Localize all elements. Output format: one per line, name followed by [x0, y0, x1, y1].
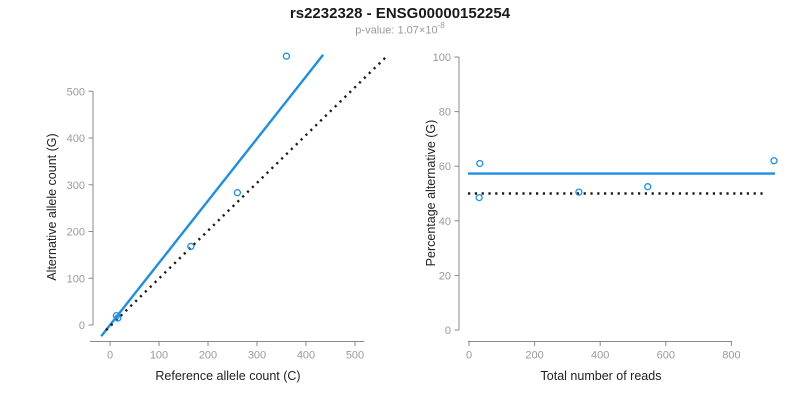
y-tick-label: 40: [439, 216, 451, 228]
x-tick-label: 400: [591, 350, 609, 362]
left-yaxis-title: Alternative allele count (G): [45, 133, 59, 281]
identity-line: [105, 55, 388, 332]
y-tick-label: 60: [439, 161, 451, 173]
x-tick-label: 0: [107, 350, 113, 362]
x-tick-label: 500: [346, 350, 364, 362]
right-xaxis-title: Total number of reads: [540, 369, 662, 383]
x-tick-label: 600: [657, 350, 675, 362]
page-title: rs2232328 - ENSG00000152254: [289, 5, 511, 22]
x-tick-label: 400: [297, 350, 315, 362]
y-tick-label: 80: [439, 107, 451, 119]
y-tick-label: 100: [67, 273, 85, 285]
y-tick-label: 400: [67, 133, 85, 145]
fit-line: [100, 54, 325, 337]
data-point: [233, 189, 242, 197]
y-tick-label: 20: [439, 270, 451, 282]
data-point: [114, 314, 122, 322]
x-tick-label: 300: [248, 350, 266, 362]
data-point: [476, 159, 484, 168]
y-tick-label: 500: [67, 86, 85, 98]
y-tick-label: 100: [433, 52, 451, 64]
x-tick-label: 800: [722, 350, 740, 362]
data-point: [575, 188, 583, 196]
y-tick-label: 300: [67, 180, 85, 192]
data-point: [187, 242, 195, 251]
data-point: [282, 52, 291, 60]
data-point: [644, 183, 652, 191]
y-tick-label: 0: [445, 325, 451, 337]
y-tick-label: 0: [79, 320, 85, 332]
pvalue-exponent: -8: [437, 21, 445, 30]
right-yaxis-title: Percentage alternative (G): [424, 119, 438, 267]
x-tick-label: 100: [150, 350, 168, 362]
x-tick-label: 200: [199, 350, 217, 362]
x-tick-label: 200: [525, 350, 543, 362]
left-xaxis-title: Reference allele count (C): [155, 369, 301, 383]
data-point: [475, 193, 483, 202]
data-point: [770, 157, 778, 165]
y-tick-label: 200: [67, 227, 85, 239]
pvalue-base: p-value: 1.07×10: [355, 24, 438, 37]
pvalue-subtitle: p-value: 1.07×10-8: [0, 21, 800, 37]
x-tick-label: 0: [466, 350, 472, 362]
